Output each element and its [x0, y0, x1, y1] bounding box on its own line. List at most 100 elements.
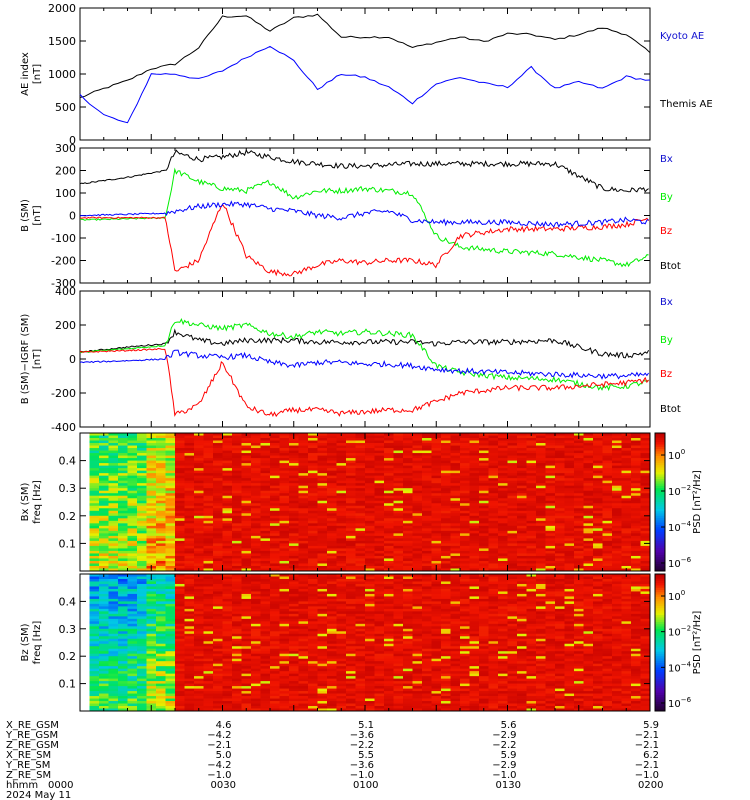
- bx_spec-cell: [422, 463, 432, 467]
- bz_spec-cell: [108, 681, 119, 684]
- bx_spec-cell: [260, 493, 271, 497]
- bx_spec-cell: [460, 455, 470, 459]
- bx_spec-cell: [469, 460, 480, 464]
- bz_spec-cell: [99, 621, 109, 625]
- bx_spec-cell: [393, 460, 404, 464]
- bx_spec-cell: [479, 515, 489, 519]
- bz_spec-cell: [241, 621, 252, 625]
- bx_spec-cell: [612, 460, 622, 464]
- bx_spec-cell: [346, 463, 356, 467]
- bx_spec-cell: [536, 560, 546, 564]
- bz_spec-cell: [156, 678, 166, 682]
- bz_spec-cell: [127, 576, 138, 580]
- bx_spec-cell: [507, 463, 518, 467]
- bx_spec-cell: [298, 468, 309, 472]
- bx_spec-cell: [222, 505, 233, 509]
- bx_spec-cell: [412, 480, 423, 484]
- bx_spec-cell: [526, 518, 537, 522]
- bx_spec-cell: [431, 448, 442, 451]
- bx_spec-cell: [536, 525, 546, 529]
- bz_spec-cell: [232, 626, 242, 630]
- bx_spec-cell: [631, 500, 641, 504]
- bz_spec-cell: [213, 638, 223, 642]
- bz_spec-cell: [232, 691, 242, 694]
- bz_spec-cell: [317, 643, 328, 647]
- bz_spec-cell: [156, 596, 166, 600]
- bz_spec-cell: [317, 603, 328, 607]
- bz_spec-cell: [260, 638, 271, 642]
- bx_spec-cell: [260, 498, 271, 502]
- bz_spec-cell: [279, 586, 290, 590]
- bx_spec-cell: [640, 503, 651, 507]
- bx_spec-cell: [203, 555, 214, 559]
- bz_spec-cell: [279, 673, 290, 677]
- bx_spec-cell: [89, 548, 100, 552]
- bz_spec-cell: [194, 613, 204, 617]
- ae-ytick-label: 0: [69, 134, 76, 147]
- bx_spec-cell: [118, 533, 128, 537]
- bz_spec-cell: [222, 671, 233, 675]
- bx_spec-cell: [308, 468, 318, 472]
- bx_spec-cell: [222, 530, 233, 534]
- bx_spec-cell: [336, 555, 347, 559]
- bz_spec-cell: [270, 676, 280, 680]
- bz_spec-cell: [127, 693, 138, 697]
- bx_spec-cell: [384, 455, 394, 459]
- bx_spec-cell: [412, 568, 423, 572]
- bx_spec-cell: [279, 463, 290, 467]
- bx_spec-cell: [336, 563, 347, 567]
- bz_spec-cell: [146, 686, 157, 689]
- bx_spec-cell: [526, 440, 537, 444]
- bx_spec-cell: [555, 563, 565, 567]
- bz_spec-cell: [327, 583, 337, 587]
- bx_spec-cell: [583, 473, 594, 477]
- bz_spec-cell: [203, 686, 214, 689]
- bz_spec-cell: [184, 628, 195, 632]
- bx_spec-cell: [346, 530, 356, 534]
- bx_spec-cell: [137, 490, 147, 494]
- bx_spec-cell: [260, 490, 271, 494]
- bx_spec-cell: [298, 525, 309, 529]
- bx_spec-cell: [384, 495, 394, 499]
- bx_spec-cell: [118, 448, 128, 451]
- bx_spec-cell: [308, 528, 318, 532]
- bx_spec-cell: [593, 538, 603, 542]
- bx_spec-cell: [431, 538, 442, 542]
- bx_spec-cell: [137, 528, 147, 532]
- bx_spec-cell: [498, 560, 508, 564]
- bx_spec-cell: [621, 525, 632, 529]
- bx_spec-cell: [412, 500, 423, 504]
- bx_spec-cell: [118, 538, 128, 542]
- bx_spec-cell: [99, 453, 109, 456]
- bx_spec-cell: [460, 515, 470, 519]
- bx_spec-cell: [602, 435, 613, 439]
- bx_spec-cell: [631, 483, 641, 487]
- bx_spec-cell: [612, 560, 622, 564]
- bx_spec-cell: [479, 548, 489, 552]
- bx_spec-cell: [479, 483, 489, 487]
- bx_spec-cell: [260, 433, 271, 436]
- bx_spec-cell: [317, 515, 328, 519]
- bx_spec-cell: [488, 485, 499, 489]
- bx_spec-cell: [631, 498, 641, 502]
- bz_spec-cell: [99, 606, 109, 610]
- bx_spec-cell: [365, 483, 375, 487]
- bx_spec-cell: [308, 533, 318, 537]
- bz_spec-cell: [156, 646, 166, 650]
- bx_spec-cell: [156, 503, 166, 507]
- bx_spec-cell: [251, 555, 261, 559]
- bx_spec-cell: [583, 513, 594, 517]
- bz_spec-cell: [317, 641, 328, 645]
- bz_spec-cell: [194, 706, 204, 709]
- bx_spec-cell: [289, 498, 299, 502]
- bx_spec-cell: [365, 548, 375, 552]
- bx_spec-cell: [279, 553, 290, 557]
- bx_spec-cell: [336, 438, 347, 441]
- bx_spec-cell: [194, 435, 204, 439]
- bx_spec-cell: [165, 533, 176, 537]
- bx_spec-cell: [213, 553, 223, 557]
- bx_spec-cell: [317, 468, 328, 472]
- bz_spec-cell: [127, 621, 138, 625]
- bx_spec-cell: [127, 480, 138, 484]
- bx_spec-cell: [175, 443, 185, 446]
